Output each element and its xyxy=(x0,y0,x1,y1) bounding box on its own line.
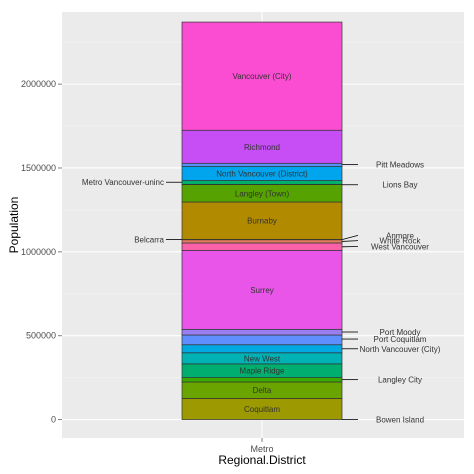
annotation-label: Port Moody xyxy=(380,328,421,337)
annotation-label: West Vancouver xyxy=(371,242,429,251)
annotation-leader xyxy=(341,240,359,242)
segment-label: Surrey xyxy=(250,286,274,295)
bar-segment xyxy=(181,180,343,185)
annotation-label: North Vancouver (City) xyxy=(360,345,441,354)
segment-label: Delta xyxy=(253,386,272,395)
y-tick-label: 500000 xyxy=(26,331,56,341)
annotation-label: Bowen Island xyxy=(376,416,424,425)
annotation-label: Lions Bay xyxy=(382,181,417,190)
bar-segment xyxy=(181,162,343,167)
bar-segments xyxy=(181,21,343,420)
annotation-label: White Rock xyxy=(380,237,422,246)
bar-segment xyxy=(181,129,343,164)
segment-label: Richmond xyxy=(244,143,280,152)
segment-label: North Vancouver (District) xyxy=(216,169,308,178)
y-axis-title: Population xyxy=(7,197,21,254)
segment-labels: Coquitlam Delta Maple Ridge New West Surrey B… xyxy=(216,72,308,414)
annotation-leader xyxy=(341,235,359,240)
segment-label: Langley (Town) xyxy=(235,189,290,198)
segment-label: Burnaby xyxy=(247,217,277,226)
x-tick-label: Metro xyxy=(250,444,273,454)
y-tick-label: 0 xyxy=(51,415,56,425)
annotation-label: Pitt Meadows xyxy=(376,161,424,170)
y-tick-label: 1500000 xyxy=(21,163,56,173)
x-axis: Metro xyxy=(250,438,274,454)
segment-label: Coquitlam xyxy=(244,405,280,414)
segment-label: New West xyxy=(244,354,281,363)
bar-segment xyxy=(181,344,343,354)
annotation-label: Anmore xyxy=(386,231,415,240)
segment-label: Vancouver (City) xyxy=(233,72,292,81)
bar-segment xyxy=(181,334,343,346)
annotation-label: Metro Vancouver-uninc xyxy=(82,178,164,187)
bar-segment xyxy=(181,242,343,251)
bar-segment xyxy=(181,21,343,131)
y-tick-label: 2000000 xyxy=(21,79,56,89)
segment-label: Maple Ridge xyxy=(240,367,285,376)
x-axis-title: Regional.District xyxy=(218,453,306,467)
bar-segment xyxy=(181,201,343,240)
annotation-label: Belcarra xyxy=(134,236,164,245)
bar-segment xyxy=(181,328,343,336)
annotation-label: Port Coquitlam xyxy=(374,335,427,344)
bar-segment xyxy=(181,239,343,244)
y-axis: 0 500000 1000000 1500000 2000000 xyxy=(21,79,62,425)
bar-segment xyxy=(181,249,343,330)
annotation-label: Langley City xyxy=(378,376,422,385)
y-tick-label: 1000000 xyxy=(21,247,56,257)
bar-segment xyxy=(181,377,343,383)
